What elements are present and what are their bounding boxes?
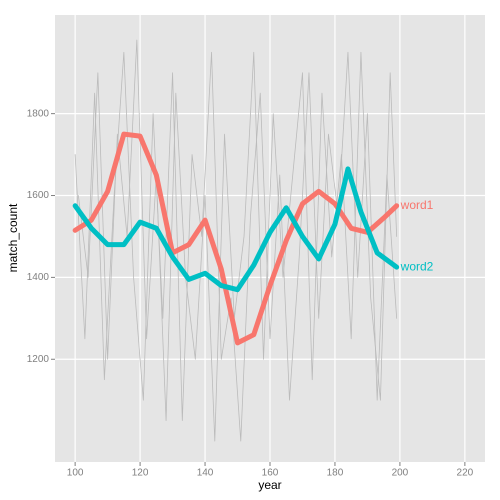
x-axis-title: year (258, 478, 281, 492)
y-tick-label: 1800 (27, 108, 50, 119)
smooth-line (72, 131, 400, 346)
series-label: word2 (400, 259, 434, 273)
x-tick-label: 140 (197, 468, 214, 479)
smooth-line (72, 166, 400, 293)
x-tick-label: 100 (67, 468, 84, 479)
y-axis-title: match_count (6, 203, 20, 272)
series-label: word1 (400, 198, 434, 212)
y-tick-label: 1200 (27, 354, 50, 365)
x-tick-label: 200 (392, 468, 409, 479)
x-tick-label: 160 (262, 468, 279, 479)
x-tick-label: 180 (327, 468, 344, 479)
x-tick-label: 220 (457, 468, 474, 479)
y-tick-label: 1400 (27, 272, 50, 283)
x-tick-label: 120 (132, 468, 149, 479)
raw-line (74, 51, 398, 442)
y-tick-label: 1600 (27, 190, 50, 201)
raw-line (77, 39, 398, 442)
